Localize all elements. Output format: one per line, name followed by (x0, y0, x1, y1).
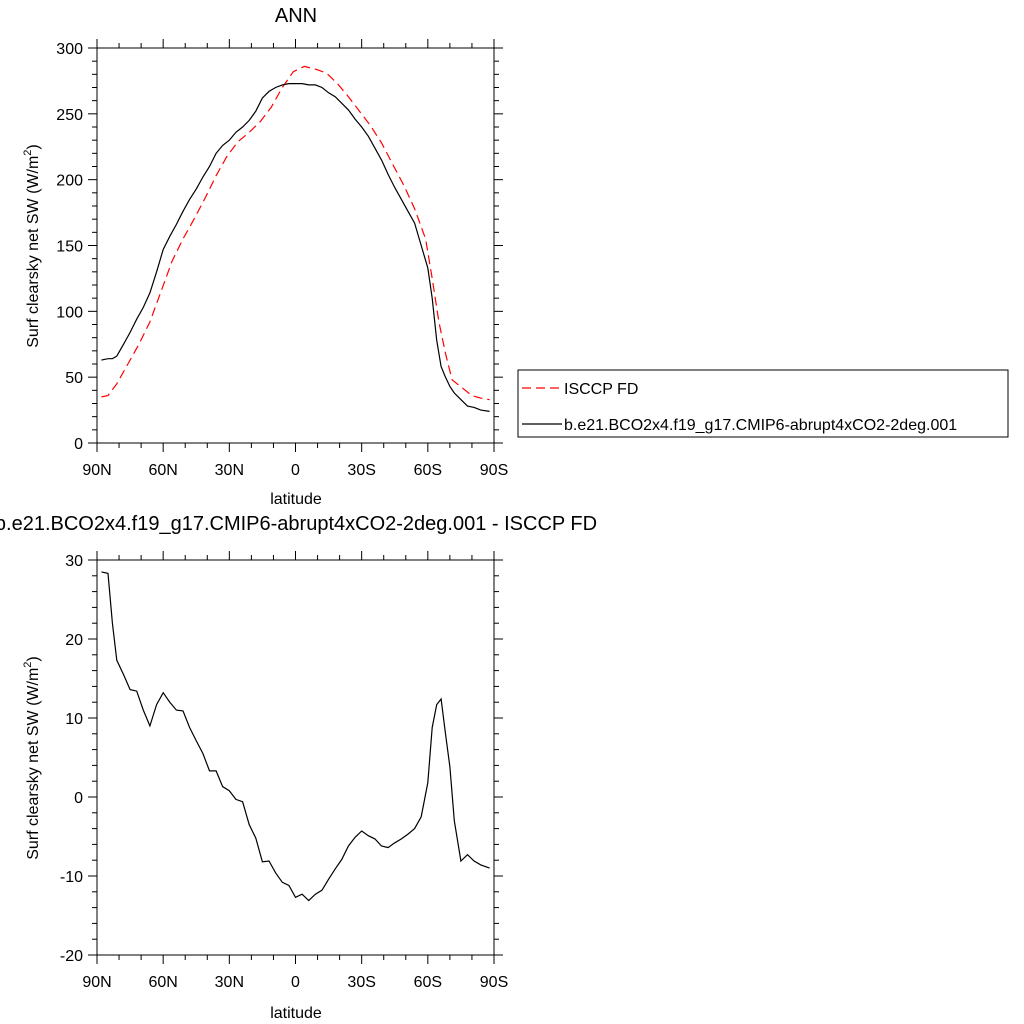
bot-y-tick-label: 0 (74, 790, 83, 807)
top-y-axis: 0 50 100 150 200 250 300 (56, 41, 503, 453)
bot-x-tick-label: 60N (148, 974, 177, 991)
bottom-series-difference-line (101, 571, 490, 902)
top-x-tick-label: 30N (215, 462, 244, 479)
bot-y-tick-label: 30 (65, 553, 83, 570)
bottom-y-axis-label: Surf clearsky net SW (W/m2) (22, 656, 42, 859)
top-y-tick-label: 300 (56, 41, 83, 58)
top-x-tick-label: 60N (148, 462, 177, 479)
top-y-tick-label: 0 (74, 436, 83, 453)
top-x-tick-label: 90S (480, 462, 508, 479)
bot-x-tick-label: 30N (215, 974, 244, 991)
bot-x-tick-label: 30S (347, 974, 375, 991)
top-y-axis-label-close: ) (25, 144, 42, 149)
bot-x-tick-label: 0 (291, 974, 300, 991)
bot-x-tick-label: 60S (414, 974, 442, 991)
top-y-tick-label: 150 (56, 239, 83, 256)
bottom-plot-frame (96, 559, 495, 956)
top-y-tick-label: 250 (56, 107, 83, 124)
top-series-model-line (101, 83, 490, 412)
top-y-axis-label: Surf clearsky net SW (W/m2) (22, 144, 42, 347)
top-x-axis-label: latitude (270, 491, 322, 508)
top-x-tick-label: 90N (82, 462, 111, 479)
top-x-axis: 90N 60N 30N 0 30S 60S 90S (82, 39, 508, 479)
bot-y-tick-label: 20 (65, 632, 83, 649)
legend: ISCCP FD b.e21.BCO2x4.f19_g17.CMIP6-abru… (517, 369, 1009, 438)
bot-y-tick-label: 10 (65, 711, 83, 728)
top-y-tick-label: 200 (56, 173, 83, 190)
top-chart-title: ANN (275, 5, 317, 27)
bottom-x-axis: 90N 60N 30N 0 30S 60S 90S (82, 551, 508, 991)
bottom-x-axis-label: latitude (270, 1005, 322, 1022)
top-x-tick-label: 30S (347, 462, 375, 479)
legend-box (517, 369, 1009, 438)
top-x-tick-label: 0 (291, 462, 300, 479)
bot-x-tick-label: 90N (82, 974, 111, 991)
bot-y-tick-label: -10 (60, 869, 83, 886)
bot-x-tick-label: 90S (480, 974, 508, 991)
legend-label-model: b.e21.BCO2x4.f19_g17.CMIP6-abrupt4xCO2-2… (564, 417, 957, 434)
top-series-isccp-fd-line (101, 65, 490, 401)
bottom-y-axis-label-sup: 2 (22, 662, 34, 668)
top-plot-frame (96, 47, 495, 444)
bottom-y-axis-label-close: ) (25, 656, 42, 661)
top-y-tick-label: 100 (56, 304, 83, 321)
bottom-chart-title: b.e21.BCO2x4.f19_g17.CMIP6-abrupt4xCO2-2… (0, 513, 597, 535)
top-x-tick-label: 60S (414, 462, 442, 479)
legend-label-isccp-fd: ISCCP FD (564, 381, 638, 398)
top-y-axis-label-sup: 2 (22, 150, 34, 156)
bot-y-tick-label: -20 (60, 948, 83, 965)
bottom-y-axis: -20 -10 0 10 20 30 (60, 553, 503, 965)
top-y-tick-label: 50 (65, 370, 83, 387)
